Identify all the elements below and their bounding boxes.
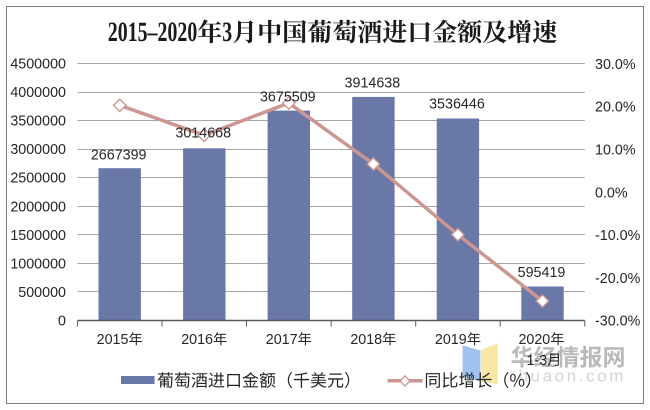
- svg-text:0: 0: [58, 314, 66, 330]
- svg-text:2020: 2020: [518, 332, 550, 348]
- svg-text:3500000: 3500000: [10, 114, 66, 130]
- svg-text:2017: 2017: [266, 332, 298, 348]
- svg-text:0.0%: 0.0%: [595, 185, 628, 201]
- svg-text:10.0%: 10.0%: [595, 142, 636, 158]
- svg-text:1500000: 1500000: [10, 228, 66, 244]
- svg-text:500000: 500000: [18, 285, 66, 301]
- svg-text:3014668: 3014668: [175, 126, 231, 142]
- svg-text:30.0%: 30.0%: [595, 57, 636, 73]
- svg-text:2500000: 2500000: [10, 171, 66, 187]
- svg-text:2000000: 2000000: [10, 199, 66, 215]
- svg-text:2667399: 2667399: [91, 148, 147, 164]
- svg-text:3914638: 3914638: [345, 76, 401, 92]
- svg-text:3675509: 3675509: [260, 90, 316, 106]
- svg-text:-30.0%: -30.0%: [595, 314, 641, 330]
- svg-text:2018: 2018: [350, 332, 382, 348]
- svg-text:2016: 2016: [181, 332, 213, 348]
- svg-text:huaon.com: huaon.com: [519, 367, 627, 386]
- svg-text:4000000: 4000000: [10, 85, 66, 101]
- svg-text:4500000: 4500000: [10, 57, 66, 73]
- svg-text:20.0%: 20.0%: [595, 100, 636, 116]
- svg-text:3000000: 3000000: [10, 142, 66, 158]
- svg-text:1000000: 1000000: [10, 256, 66, 272]
- svg-text:-10.0%: -10.0%: [595, 228, 641, 244]
- svg-text:3536446: 3536446: [429, 96, 485, 112]
- svg-text:-20.0%: -20.0%: [595, 271, 641, 287]
- svg-text:2019: 2019: [435, 332, 467, 348]
- svg-text:2015: 2015: [97, 332, 129, 348]
- svg-text:595419: 595419: [518, 265, 566, 281]
- svg-text:1-3: 1-3: [527, 353, 548, 369]
